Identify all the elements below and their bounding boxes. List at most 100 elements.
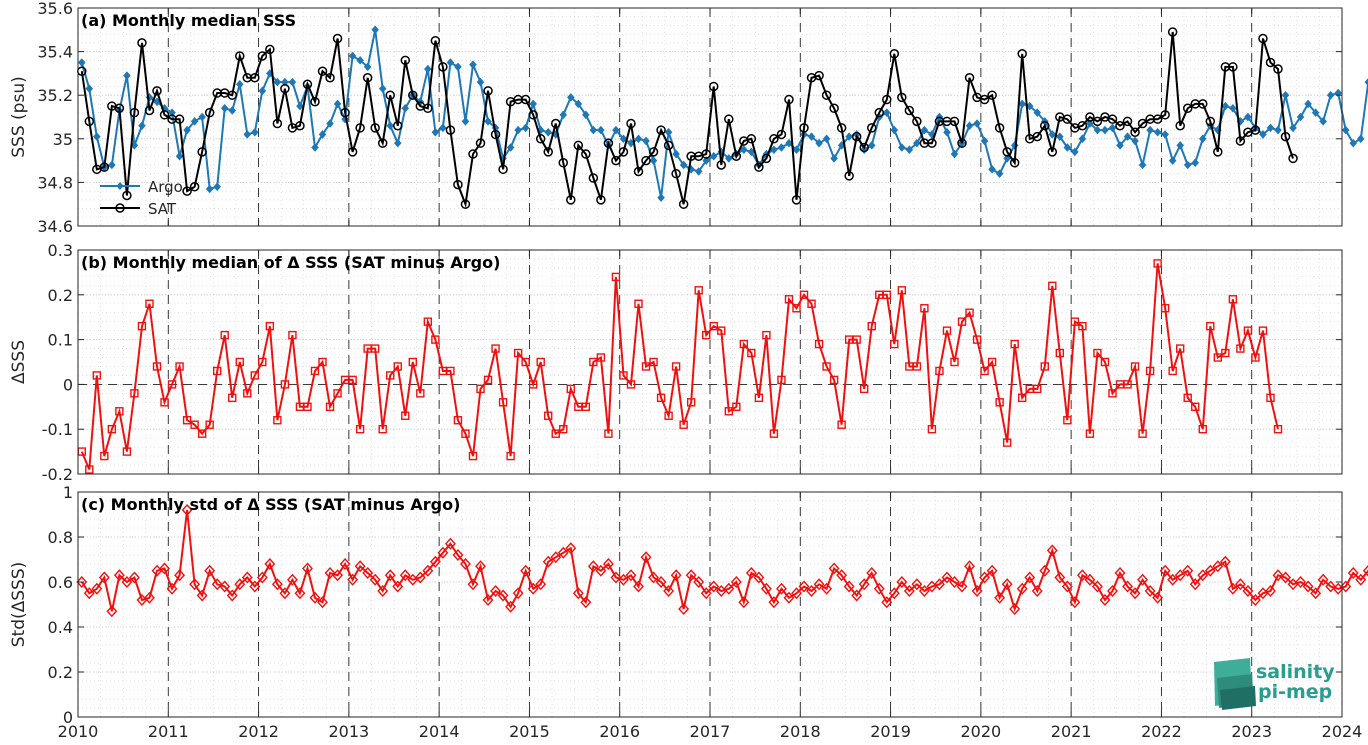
- data-point: [84, 116, 95, 127]
- data-point: [505, 600, 517, 613]
- data-point: [1249, 593, 1261, 607]
- data-point: [1018, 393, 1027, 403]
- data-point: [1107, 114, 1118, 124]
- data-point: [512, 587, 524, 600]
- y-tick-label: 0.2: [48, 286, 73, 305]
- data-point: [664, 411, 673, 420]
- data-point: [529, 99, 538, 109]
- data-point: [995, 398, 1004, 407]
- data-point: [535, 134, 546, 144]
- data-point: [235, 357, 244, 367]
- data-point: [1040, 362, 1049, 371]
- data-point: [1123, 380, 1132, 389]
- data-point: [273, 77, 282, 87]
- data-point: [182, 416, 192, 425]
- data-point: [280, 380, 290, 389]
- y-tick-label: 0.4: [48, 618, 73, 637]
- legend-label: SAT: [148, 200, 177, 218]
- data-point: [1069, 596, 1081, 609]
- data-point: [107, 425, 117, 434]
- data-point: [656, 125, 666, 135]
- data-point: [354, 560, 366, 573]
- data-point: [738, 596, 750, 609]
- series-argo: [77, 25, 1368, 203]
- data-point: [399, 569, 411, 582]
- data-point: [1266, 123, 1275, 133]
- data-point: [611, 155, 621, 166]
- data-point: [393, 138, 402, 148]
- data-point: [431, 335, 440, 344]
- y-tick-label: 35.4: [37, 43, 73, 62]
- x-tick-label: 2010: [58, 722, 99, 741]
- data-point: [882, 108, 891, 118]
- data-point: [745, 566, 757, 580]
- data-point: [475, 560, 486, 573]
- data-point: [610, 571, 622, 584]
- data-point: [724, 114, 734, 124]
- data-point: [461, 116, 470, 126]
- data-point: [784, 295, 794, 304]
- data-point: [535, 578, 547, 591]
- data-point: [559, 425, 568, 434]
- data-point: [280, 83, 290, 94]
- data-point: [1033, 108, 1042, 118]
- data-point: [1212, 560, 1224, 573]
- data-point: [972, 335, 982, 344]
- data-point: [452, 548, 464, 562]
- data-point: [265, 321, 275, 331]
- data-point: [1078, 134, 1087, 144]
- data-point: [709, 151, 718, 161]
- data-point: [1175, 120, 1185, 131]
- data-point: [566, 195, 576, 205]
- data-point: [949, 575, 960, 589]
- data-point: [1046, 544, 1058, 557]
- data-point: [542, 555, 554, 568]
- logo-text-line2: pi-mep: [1258, 681, 1332, 703]
- data-point: [1144, 584, 1156, 598]
- data-point: [197, 429, 207, 438]
- data-point: [1296, 112, 1305, 122]
- data-point: [1227, 582, 1239, 595]
- data-point: [227, 90, 237, 100]
- data-point: [656, 393, 666, 403]
- x-tick-label: 2018: [780, 722, 821, 741]
- data-point: [1198, 134, 1207, 144]
- data-point: [1219, 555, 1231, 568]
- legend-marker: [116, 182, 124, 190]
- data-point: [618, 147, 629, 157]
- data-point: [663, 584, 675, 598]
- data-point: [828, 562, 840, 575]
- data-point: [874, 107, 885, 118]
- data-point: [1183, 160, 1192, 170]
- data-point: [445, 125, 456, 135]
- data-point: [137, 321, 147, 331]
- data-point: [1325, 580, 1337, 593]
- data-point: [1138, 429, 1147, 438]
- data-point: [784, 94, 794, 105]
- data-point: [987, 90, 997, 100]
- data-point: [130, 389, 139, 398]
- data-point: [1063, 143, 1072, 152]
- data-point: [1160, 304, 1170, 313]
- data-point: [1085, 112, 1095, 122]
- data-point: [1205, 116, 1216, 127]
- data-point: [91, 582, 103, 595]
- x-tick-label: 2016: [599, 722, 640, 741]
- data-point: [258, 86, 267, 96]
- data-point: [957, 317, 967, 326]
- data-point: [1047, 147, 1058, 157]
- data-point: [1213, 147, 1223, 157]
- data-point: [513, 348, 523, 358]
- data-point: [813, 578, 825, 591]
- data-point: [557, 546, 569, 559]
- data-point: [138, 121, 146, 131]
- data-point: [626, 118, 636, 129]
- data-point: [309, 591, 321, 604]
- data-point: [317, 596, 328, 609]
- data-point: [739, 339, 749, 349]
- data-point: [1061, 580, 1073, 593]
- data-point: [911, 578, 923, 591]
- data-point: [1093, 125, 1102, 135]
- data-point: [611, 272, 621, 282]
- data-point: [588, 173, 599, 183]
